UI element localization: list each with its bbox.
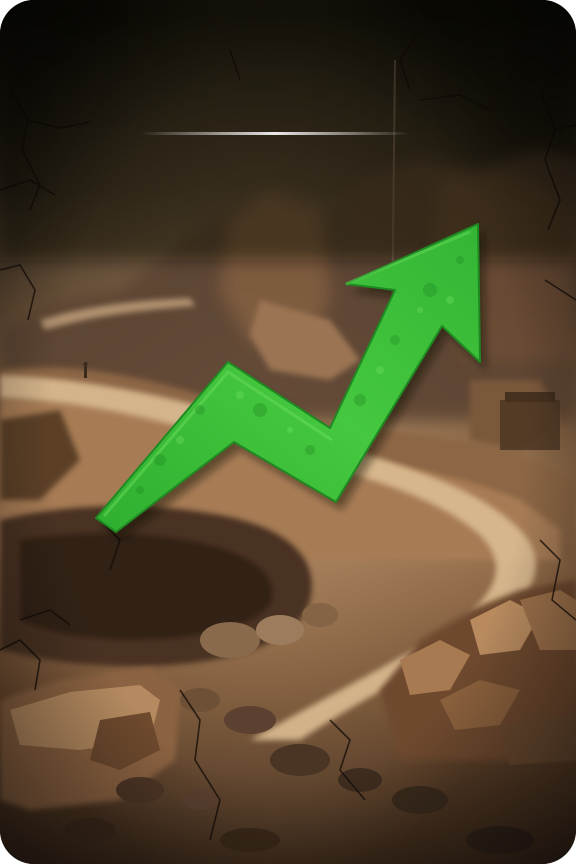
image-card [0,0,576,864]
quarry-scene [0,0,576,864]
